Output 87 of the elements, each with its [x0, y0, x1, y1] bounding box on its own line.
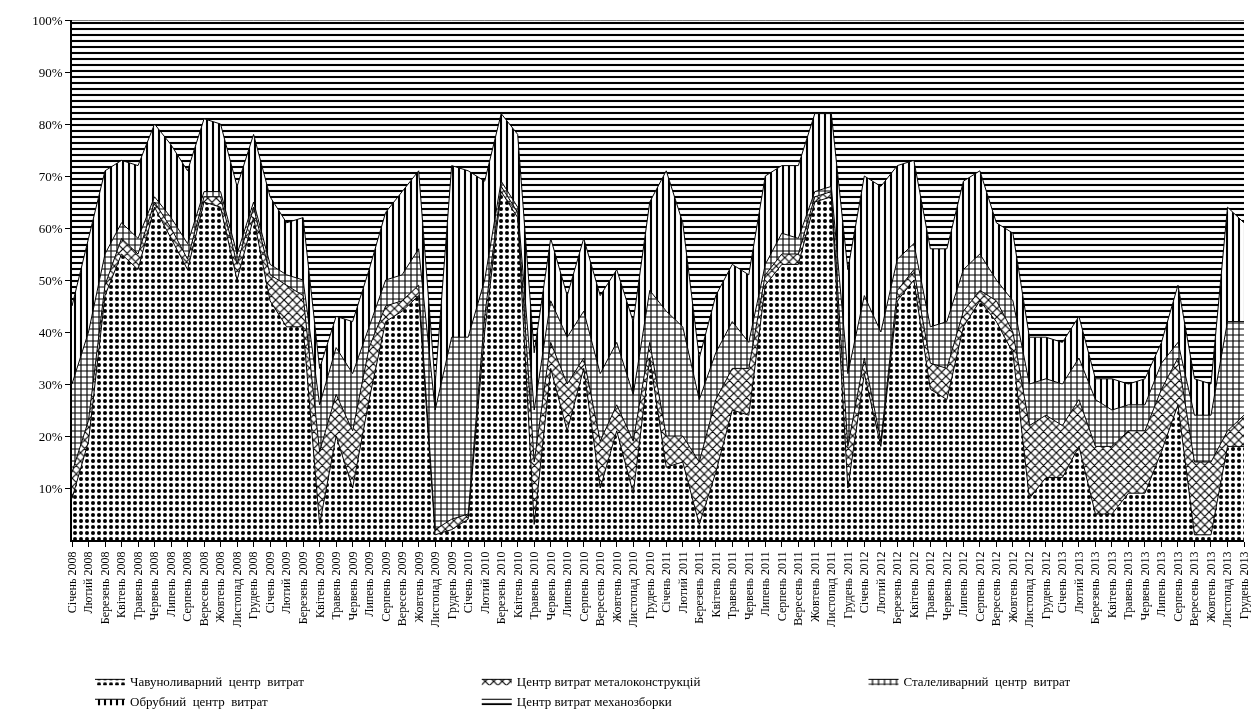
- y-tick-label: 80%: [38, 116, 63, 132]
- x-tick-label: Квітень 2011: [708, 551, 723, 618]
- y-tick-label: 20%: [38, 428, 63, 444]
- x-tick-label: Серпень 2011: [774, 551, 789, 622]
- x-tick-label: Вересень 2008: [196, 551, 211, 627]
- x-tick-label: Липень 2009: [362, 551, 377, 617]
- y-tick-label: 90%: [38, 64, 63, 80]
- x-tick-label: Листопад 2013: [1220, 551, 1235, 628]
- x-tick-label: Серпень 2012: [972, 551, 987, 622]
- legend-label: Центр витрат механозборки: [516, 694, 672, 710]
- x-tick-label: Липень 2011: [758, 551, 773, 617]
- x-tick-label: Серпень 2010: [576, 551, 591, 622]
- x-tick-label: Березень 2010: [494, 551, 509, 625]
- x-tick-label: Березень 2013: [1088, 551, 1103, 625]
- x-tick-label: Лютий 2013: [1071, 551, 1086, 614]
- y-tick-label: 60%: [38, 220, 63, 236]
- x-tick-label: Вересень 2011: [791, 551, 806, 626]
- x-tick-label: Січень 2008: [64, 551, 79, 614]
- x-tick-label: Січень 2010: [461, 551, 476, 614]
- x-tick-label: Березень 2009: [296, 551, 310, 625]
- x-tick-label: Жовтень 2008: [213, 551, 228, 623]
- x-tick-label: Грудень 2012: [1038, 551, 1053, 620]
- x-tick-label: Грудень 2010: [642, 551, 657, 620]
- x-tick-label: Червень 2011: [741, 551, 756, 621]
- y-tick-label: 100%: [32, 12, 63, 28]
- x-tick-label: Червень 2012: [939, 551, 954, 621]
- y-tick-label: 70%: [38, 168, 63, 184]
- x-tick-label: Травень 2010: [527, 551, 542, 620]
- y-tick-label: 40%: [38, 324, 63, 340]
- x-tick-label: Січень 2009: [262, 551, 277, 614]
- x-tick-label: Липень 2013: [1154, 551, 1169, 617]
- x-tick-label: Червень 2013: [1137, 551, 1152, 621]
- legend-label: Сталеливарний центр витрат: [903, 674, 1071, 690]
- x-tick-label: Вересень 2013: [1187, 551, 1202, 627]
- x-tick-label: Травень 2009: [329, 551, 344, 620]
- x-tick-label: Квітень 2012: [906, 551, 921, 619]
- y-tick-label: 10%: [38, 480, 63, 496]
- x-tick-label: Лютий 2009: [279, 551, 294, 614]
- x-tick-label: Травень 2013: [1121, 551, 1136, 620]
- x-tick-label: Липень 2010: [560, 551, 575, 617]
- x-tick-label: Вересень 2009: [395, 551, 410, 627]
- x-tick-label: Грудень 2009: [444, 551, 459, 620]
- x-tick-label: Грудень 2008: [246, 551, 261, 620]
- x-tick-label: Лютий 2011: [675, 551, 690, 614]
- legend-label: Центр витрат металоконструкцій: [516, 674, 701, 690]
- x-tick-label: Квітень 2010: [510, 551, 525, 619]
- legend-label: Чавуноливарний центр витрат: [130, 674, 305, 690]
- legend-label: Обрубний центр витрат: [130, 694, 269, 710]
- x-tick-label: Січень 2013: [1055, 551, 1070, 614]
- x-tick-label: Грудень 2011: [840, 551, 855, 619]
- x-tick-label: Квітень 2008: [114, 551, 129, 619]
- x-tick-label: Липень 2012: [956, 551, 971, 617]
- x-tick-label: Листопад 2008: [229, 551, 244, 628]
- x-tick-label: Вересень 2010: [593, 551, 608, 627]
- x-tick-label: Квітень 2009: [312, 551, 327, 619]
- x-tick-label: Вересень 2012: [989, 551, 1004, 627]
- x-tick-label: Травень 2012: [923, 551, 938, 620]
- x-tick-label: Лютий 2008: [81, 551, 96, 614]
- x-tick-label: Жовтень 2010: [609, 551, 624, 623]
- x-tick-label: Жовтень 2012: [1005, 551, 1020, 623]
- x-tick-label: Жовтень 2009: [411, 551, 426, 623]
- x-tick-label: Січень 2011: [659, 551, 674, 613]
- x-tick-label: Лютий 2012: [873, 551, 888, 614]
- x-tick-label: Серпень 2013: [1170, 551, 1185, 622]
- x-tick-label: Жовтень 2011: [807, 551, 822, 623]
- y-tick-label: 50%: [38, 272, 63, 288]
- y-tick-label: 30%: [38, 376, 63, 392]
- x-tick-label: Травень 2008: [130, 551, 145, 620]
- x-tick-label: Червень 2010: [543, 551, 558, 621]
- x-tick-label: Червень 2009: [345, 551, 360, 621]
- x-tick-label: Серпень 2008: [180, 551, 195, 622]
- x-tick-label: Березень 2008: [97, 551, 112, 625]
- x-tick-label: Лютий 2010: [477, 551, 492, 614]
- x-tick-label: Березень 2011: [692, 551, 707, 624]
- x-tick-label: Липень 2008: [163, 551, 178, 617]
- x-tick-label: Квітень 2013: [1104, 551, 1119, 619]
- x-tick-label: Листопад 2010: [626, 551, 641, 628]
- x-tick-label: Листопад 2009: [428, 551, 443, 628]
- x-tick-label: Червень 2008: [147, 551, 162, 621]
- x-tick-label: Травень 2011: [725, 551, 740, 620]
- x-tick-label: Жовтень 2013: [1203, 551, 1218, 623]
- x-tick-label: Листопад 2011: [824, 551, 839, 627]
- x-tick-label: Листопад 2012: [1022, 551, 1037, 628]
- x-tick-label: Січень 2012: [857, 551, 872, 614]
- x-tick-label: Грудень 2013: [1236, 551, 1251, 620]
- x-tick-label: Березень 2012: [890, 551, 905, 625]
- x-tick-label: Серпень 2009: [378, 551, 393, 622]
